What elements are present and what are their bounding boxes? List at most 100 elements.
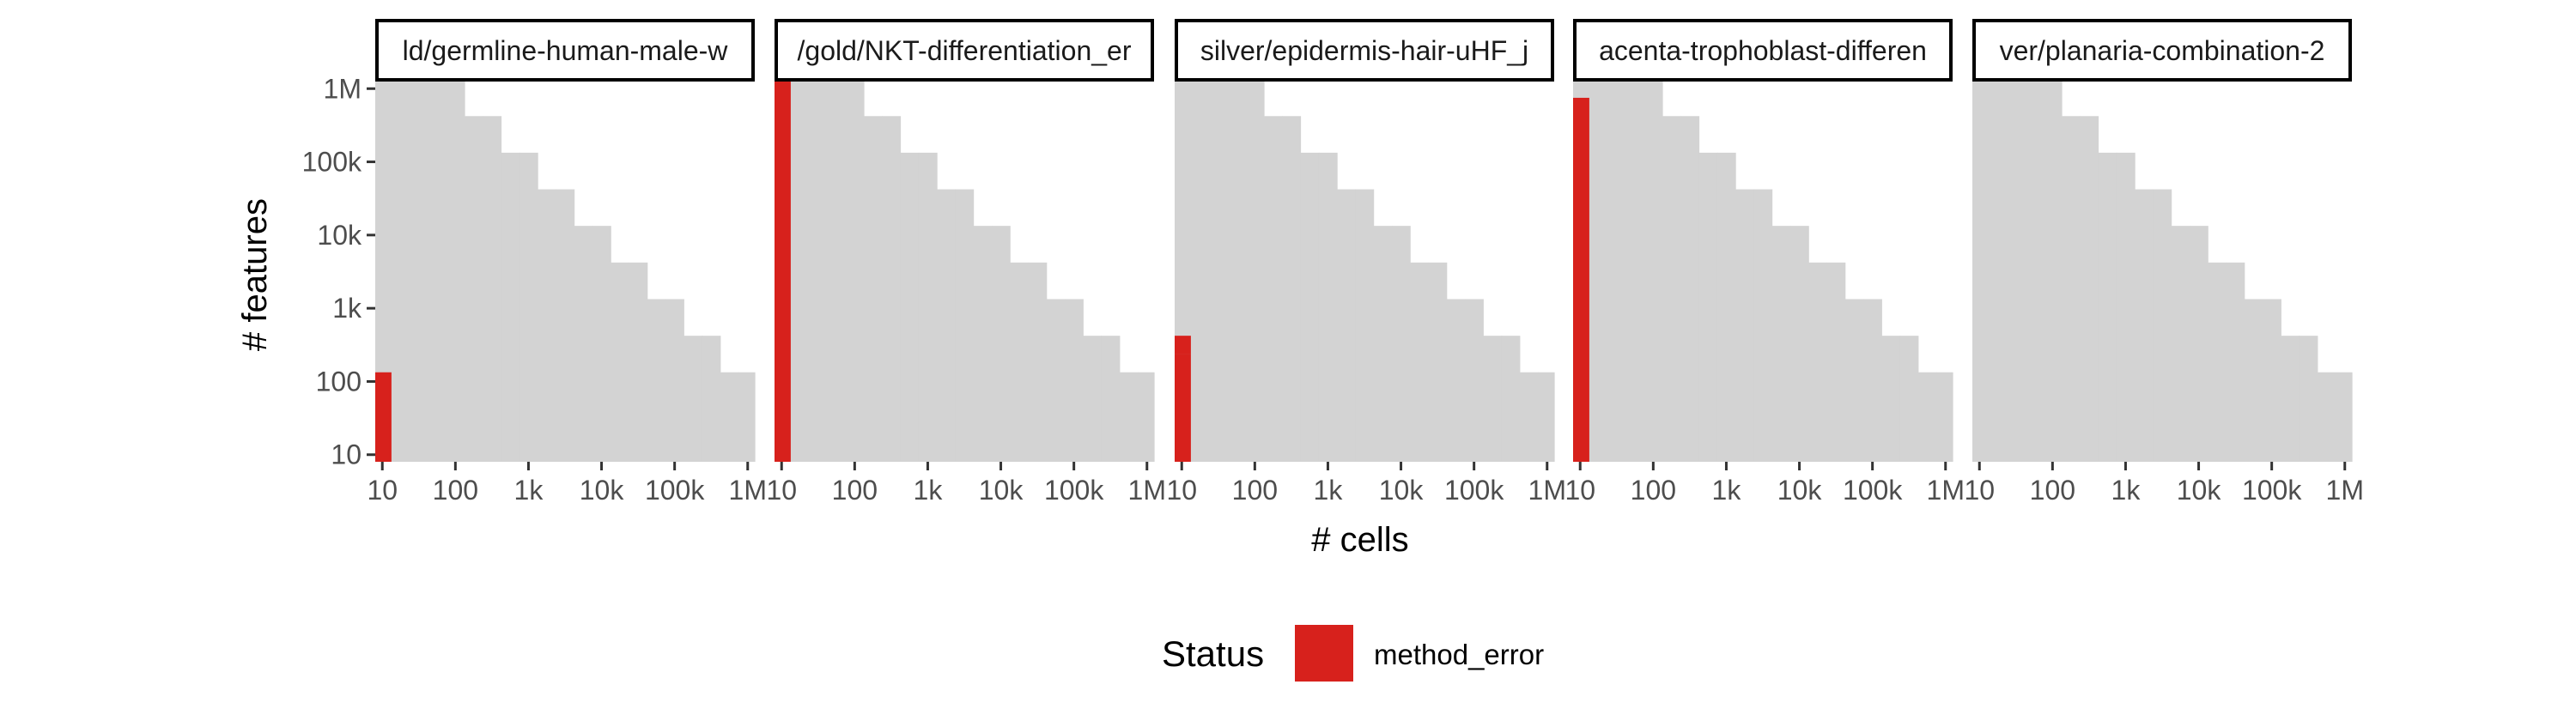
grid-column <box>1065 299 1084 462</box>
grid-column <box>1410 262 1430 462</box>
grid-column <box>1716 152 1736 462</box>
grid-column <box>665 299 684 462</box>
grid-column <box>845 82 865 462</box>
grid-column <box>1245 82 1265 462</box>
grid-column <box>1264 116 1283 463</box>
facet-strip-label: ver/planaria-combination-2 <box>2000 35 2325 66</box>
facet-panel: silver/epidermis-hair-uHF_j 10 100 1k 10k 100… <box>1166 19 1566 506</box>
x-tick-label: 100 <box>2030 475 2075 506</box>
grid-column <box>1917 372 1937 462</box>
grid-column <box>556 189 575 462</box>
x-tick-label: 10 <box>1964 475 1995 506</box>
x-tick-label: 100 <box>832 475 878 506</box>
grid-column <box>2135 189 2154 462</box>
grid-column <box>1538 372 1555 462</box>
facet-strip-label: /gold/NKT-differentiation_er <box>798 35 1132 66</box>
grid-column <box>2062 116 2081 463</box>
grid-column <box>1589 82 1608 462</box>
grid-column <box>1936 372 1953 462</box>
grid-column <box>1391 226 1411 462</box>
grid-column <box>1028 262 1048 462</box>
x-tick-label: 1M <box>1128 475 1166 506</box>
grid-column <box>683 336 703 462</box>
grid-column <box>2226 262 2245 462</box>
status-tile-method-error <box>1175 354 1191 462</box>
grid-column <box>2244 299 2263 462</box>
grid-column <box>1863 299 1882 462</box>
x-tick-label: 1k <box>1314 475 1344 506</box>
grid-column <box>574 226 593 462</box>
y-tick-label: 100 <box>316 366 361 397</box>
grid-column <box>1083 336 1103 462</box>
facet-strip-label: ld/germline-human-male-w <box>403 35 729 66</box>
facet-strip-label: silver/epidermis-hair-uHF_j <box>1200 35 1528 66</box>
x-tick-label: 100k <box>1843 475 1903 506</box>
grid-column <box>1101 336 1121 462</box>
grid-column <box>1808 262 1828 462</box>
grid-column <box>1607 82 1627 462</box>
grid-column <box>702 336 721 462</box>
grid-column <box>809 82 829 462</box>
grid-column <box>2263 299 2281 462</box>
x-tick-label: 100 <box>1631 475 1676 506</box>
x-tick-label: 1M <box>1528 475 1566 506</box>
x-tick-label: 1k <box>2111 475 2142 506</box>
x-tick-label: 10 <box>1564 475 1595 506</box>
grid-column <box>1988 82 2008 462</box>
grid-column <box>611 262 630 462</box>
grid-column <box>1046 299 1066 462</box>
grid-column <box>1662 116 1681 463</box>
grid-column <box>592 226 611 462</box>
grid-column <box>1899 336 1919 462</box>
facet-strip: acenta-trophoblast-differen <box>1573 19 1953 82</box>
grid-column <box>2007 82 2026 462</box>
facet-panel: ld/germline-human-male-w 10 100 1k 10k 100k 1M <box>367 19 767 506</box>
y-tick-label: 1M <box>324 73 361 104</box>
grid-column <box>1972 82 1990 462</box>
x-tick-label: 1k <box>914 475 944 506</box>
grid-column <box>1735 189 1754 462</box>
grid-column <box>1138 372 1155 462</box>
grid-column <box>2189 226 2208 462</box>
y-tick-label: 10 <box>331 439 361 470</box>
grid-column <box>1625 82 1645 462</box>
grid-column <box>827 82 847 462</box>
facet-strip-label: acenta-trophoblast-differen <box>1599 35 1927 66</box>
grid-column <box>1282 116 1302 463</box>
grid-column <box>501 152 520 462</box>
grid-column <box>720 372 739 462</box>
legend: Status method_error <box>1162 625 1544 682</box>
y-axis: 10 100 1k 10k 100k 1M <box>302 73 375 470</box>
facet-strip: silver/epidermis-hair-uHF_j <box>1175 19 1554 82</box>
facet-strip: ver/planaria-combination-2 <box>1972 19 2352 82</box>
x-tick-label: 10k <box>580 475 625 506</box>
x-tick-label: 10 <box>367 475 398 506</box>
grid-column <box>2336 372 2353 462</box>
x-tick-label: 100k <box>1444 475 1504 506</box>
facet-strip-box <box>1972 19 2352 82</box>
grid-column <box>483 116 502 463</box>
grid-column <box>1119 372 1139 462</box>
grid-column <box>391 82 410 462</box>
legend-label-method-error: method_error <box>1374 639 1544 670</box>
facet-panel: /gold/NKT-differentiation_er 10 100 1k 10k 10… <box>766 19 1166 506</box>
status-tile-method-error <box>375 372 392 462</box>
x-tick-label: 1M <box>1927 475 1965 506</box>
grid-column <box>1753 189 1773 462</box>
grid-column <box>428 82 447 462</box>
grid-column <box>918 152 938 462</box>
facet-strip-box <box>375 19 755 82</box>
grid-column <box>1483 336 1503 462</box>
y-axis-title: # features <box>236 198 274 351</box>
grid-column <box>1643 82 1663 462</box>
x-tick-label: 1M <box>729 475 767 506</box>
legend-key-method-error <box>1295 625 1353 682</box>
grid-column <box>519 152 538 462</box>
legend-title: Status <box>1162 633 1264 674</box>
x-tick-label: 1k <box>1712 475 1742 506</box>
grid-column <box>2299 336 2318 462</box>
x-tick-label: 1k <box>514 475 544 506</box>
grid-column <box>864 116 883 463</box>
x-tick-label: 100 <box>1232 475 1278 506</box>
grid-column <box>1680 116 1700 463</box>
